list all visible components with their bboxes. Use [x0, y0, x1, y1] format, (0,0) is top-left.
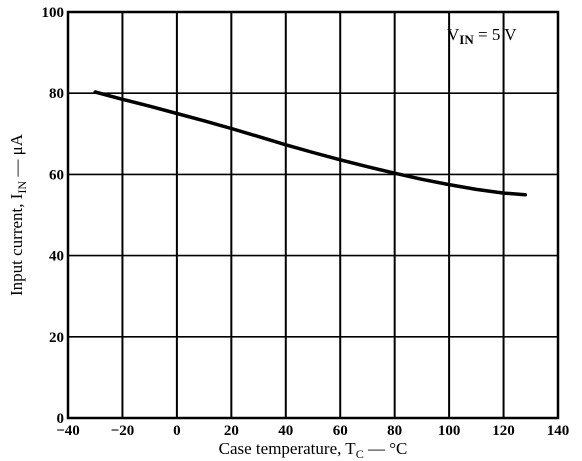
y-tick-label: 80 [49, 86, 64, 102]
y-tick-label: 60 [49, 167, 64, 183]
x-tick-label: 140 [547, 423, 570, 439]
series-layer [93, 90, 528, 197]
x-tick-label: 40 [278, 423, 293, 439]
x-tick-label: 0 [173, 423, 181, 439]
y-tick-label: 100 [42, 5, 65, 21]
tick-labels: −40 −20 0 20 40 60 80 100 120 140 0 20 40 60 80 100 [42, 5, 570, 439]
x-tick-label: −20 [111, 423, 135, 439]
x-tick-label: 20 [224, 423, 239, 439]
x-tick-label: −40 [56, 423, 80, 439]
y-tick-label: 20 [49, 330, 64, 346]
grid-lines [68, 12, 558, 418]
x-tick-label: 100 [438, 423, 461, 439]
plot-frame [66, 10, 560, 420]
x-axis-title: Case temperature, TC — °C [219, 439, 408, 461]
y-tick-label: 0 [57, 411, 65, 427]
y-axis-title: Input current, IIN — μA [7, 133, 29, 296]
series-line [93, 90, 528, 197]
x-tick-label: 120 [492, 423, 515, 439]
y-tick-label: 40 [49, 249, 64, 265]
x-tick-label: 80 [387, 423, 402, 439]
condition-annotation: VIN = 5 V [447, 25, 517, 47]
x-tick-label: 60 [333, 423, 348, 439]
